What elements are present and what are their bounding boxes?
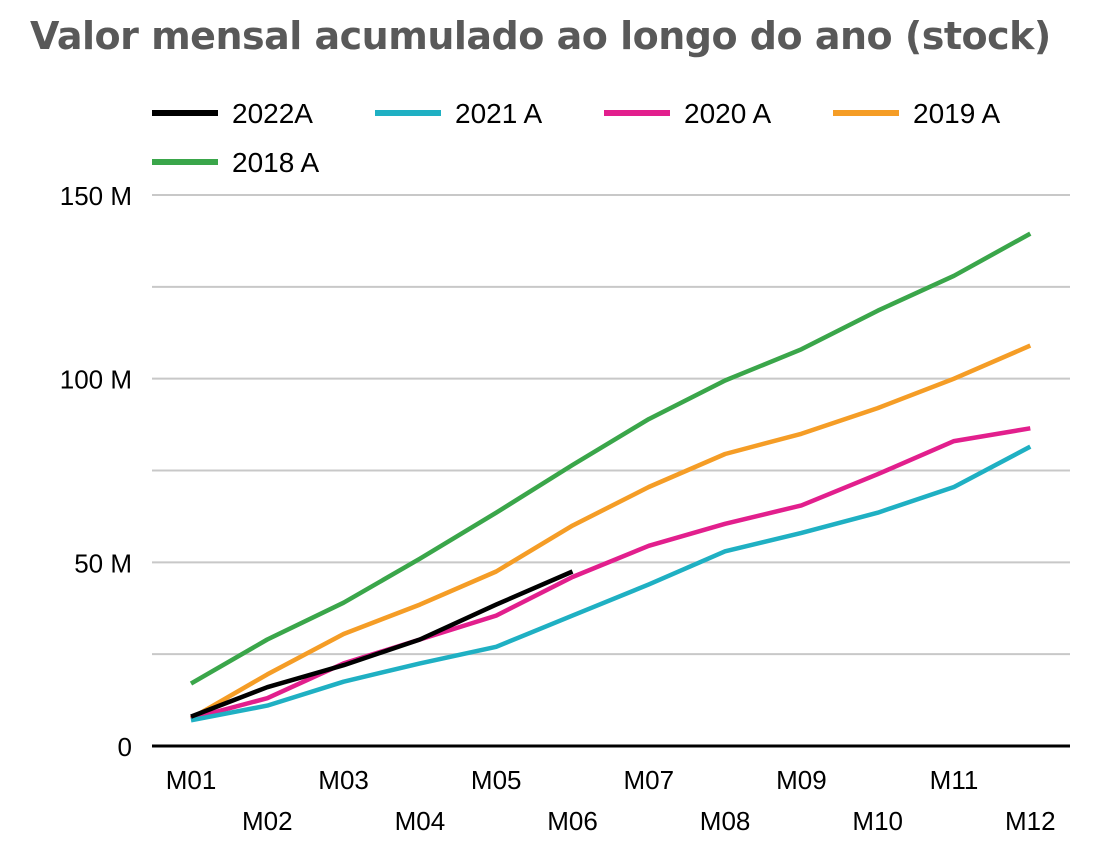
legend-item: 2019 A (833, 98, 1001, 129)
x-tick-label: M01 (166, 765, 217, 795)
series-line-2022a (190, 569, 574, 719)
chart-title: Valor mensal acumulado ao longo do ano (… (30, 14, 1051, 58)
x-tick-label: M11 (930, 765, 979, 795)
legend-item: 2020 A (604, 98, 772, 129)
legend-label: 2018 A (232, 147, 320, 178)
legend: 2022A 2021 A 2020 A 2019 A 2018 A (152, 98, 1001, 178)
x-tick-label: M08 (700, 806, 751, 836)
x-tick-label: M07 (624, 765, 675, 795)
y-tick-label: 50 M (74, 548, 132, 578)
x-tick-label: M06 (547, 806, 598, 836)
legend-label: 2022A (232, 98, 313, 129)
series-line-2021a (190, 444, 1032, 723)
y-tick-label: 150 M (60, 181, 132, 211)
legend-label: 2021 A (455, 98, 543, 129)
y-axis-tick-labels: 0 50 M 100 M 150 M (60, 181, 132, 762)
x-axis-tick-labels: M01 M02 M03 M04 M05 M06 M07 M08 M09 M10 M11 M12 (166, 765, 1056, 836)
legend-item: 2021 A (375, 98, 543, 129)
legend-item: 2018 A (152, 147, 320, 178)
x-tick-label: M03 (318, 765, 369, 795)
x-tick-label: M04 (395, 806, 446, 836)
series-line-2019a (189, 343, 1032, 721)
y-tick-label: 0 (118, 732, 132, 762)
x-tick-label: M12 (1005, 806, 1056, 836)
x-tick-label: M09 (776, 765, 827, 795)
series-line-2018a (189, 231, 1032, 686)
legend-item: 2022A (152, 98, 313, 129)
legend-label: 2019 A (913, 98, 1001, 129)
gridlines (152, 194, 1070, 656)
y-tick-label: 100 M (60, 365, 132, 395)
series-lines (189, 231, 1032, 723)
legend-label: 2020 A (684, 98, 772, 129)
x-tick-label: M05 (471, 765, 522, 795)
x-tick-label: M02 (242, 806, 293, 836)
x-tick-label: M10 (852, 806, 903, 836)
